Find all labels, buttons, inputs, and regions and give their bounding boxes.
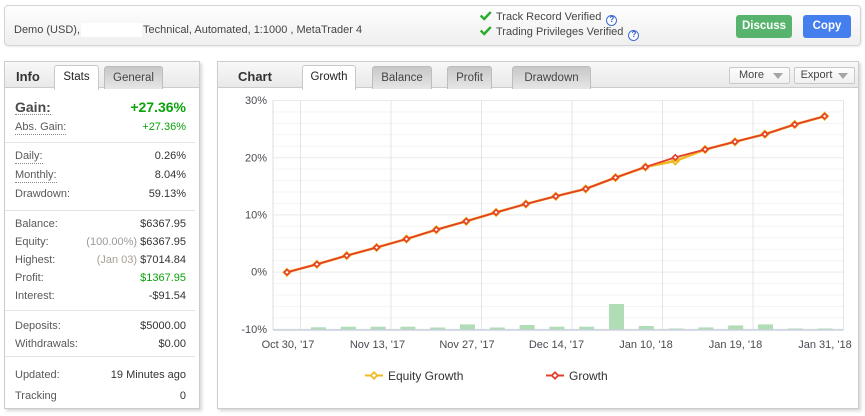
svg-text:Oct 30, '17: Oct 30, '17 — [262, 339, 315, 351]
svg-text:10%: 10% — [245, 209, 267, 221]
svg-text:Jan 19, '18: Jan 19, '18 — [709, 339, 762, 351]
svg-text:0%: 0% — [251, 267, 267, 279]
svg-text:30%: 30% — [245, 95, 267, 107]
svg-text:Nov 13, '17: Nov 13, '17 — [350, 339, 405, 351]
svg-text:20%: 20% — [245, 152, 267, 164]
svg-text:-10%: -10% — [241, 324, 267, 336]
svg-text:Jan 31, '18: Jan 31, '18 — [798, 339, 851, 351]
svg-text:Growth: Growth — [569, 369, 608, 383]
svg-text:Jan 10, '18: Jan 10, '18 — [619, 339, 672, 351]
svg-text:Dec 14, '17: Dec 14, '17 — [529, 339, 584, 351]
svg-text:Equity Growth: Equity Growth — [388, 369, 463, 383]
svg-text:Nov 27, '17: Nov 27, '17 — [439, 339, 494, 351]
